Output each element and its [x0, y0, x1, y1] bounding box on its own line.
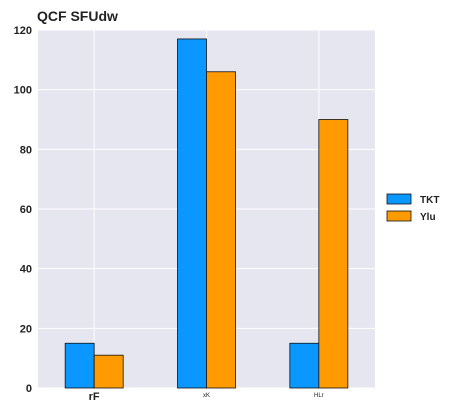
y-tick-label: 120	[14, 25, 32, 37]
legend-swatch-Ylu	[386, 210, 412, 222]
y-tick-label: 40	[20, 264, 32, 276]
bar-Ylu-rF	[93, 354, 124, 389]
y-tick-label: 100	[14, 85, 32, 97]
y-tick-label: 20	[20, 323, 32, 335]
legend-label-TKT: TKT	[420, 195, 439, 206]
legend-label-Ylu: Ylu	[420, 212, 436, 223]
bar-TKT-HLr	[289, 342, 320, 389]
y-tick-label: 80	[20, 144, 32, 156]
bars	[64, 38, 349, 389]
chart-title: QCF SFUdw	[37, 8, 118, 24]
bar-TKT-rF	[64, 342, 95, 389]
x-tick-label: rF	[89, 391, 100, 403]
legend[interactable]: TKT Ylu	[386, 193, 439, 223]
y-axis: 0 20 40 60 80 100 120	[14, 25, 32, 395]
y-tick-label: 60	[20, 204, 32, 216]
legend-swatch-TKT	[386, 193, 412, 205]
y-tick-label: 0	[26, 383, 32, 395]
x-tick-label: xK	[203, 393, 210, 399]
x-tick-label: HLr	[314, 393, 324, 399]
bar-TKT-xK	[177, 38, 207, 389]
bar-Ylu-xK	[206, 71, 236, 389]
bar-Ylu-HLr	[318, 119, 349, 389]
x-axis: rF xK HLr	[89, 391, 324, 403]
